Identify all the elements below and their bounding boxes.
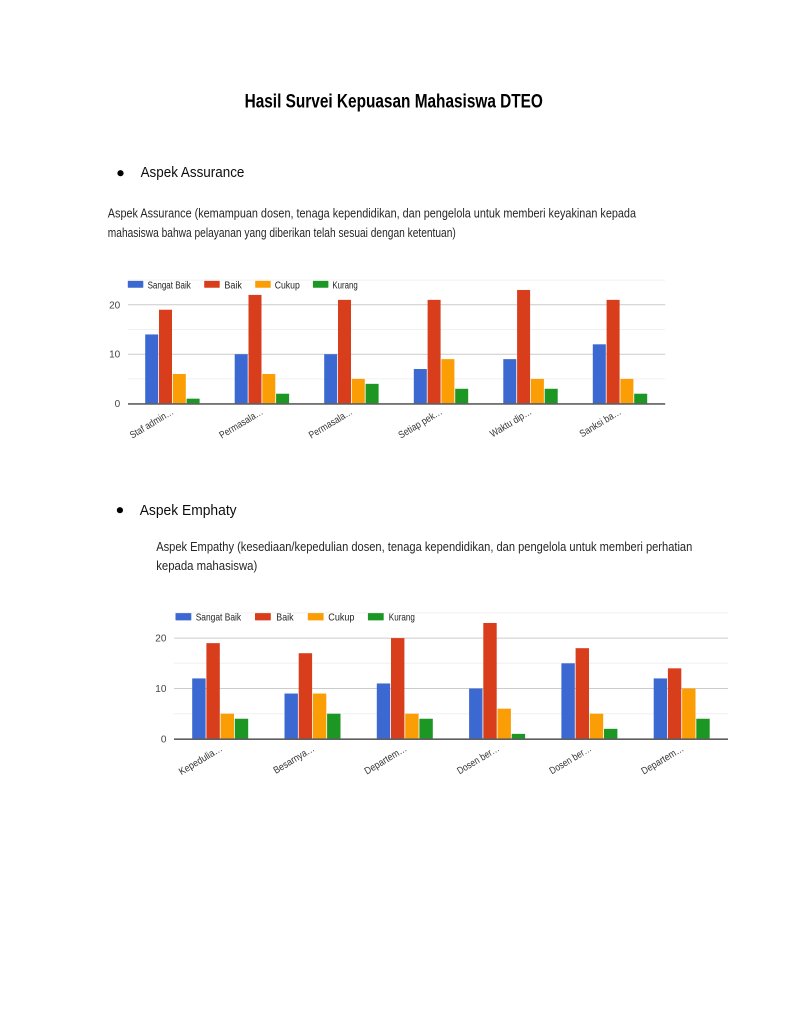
svg-text:mahasiswa bahwa pelayanan yang: mahasiswa bahwa pelayanan yang diberikan… [108,225,456,240]
svg-text:10: 10 [109,350,121,361]
svg-text:0: 0 [115,399,121,410]
svg-text:Kurang: Kurang [389,613,415,624]
svg-text:10: 10 [155,684,167,695]
svg-text:Aspek Emphaty: Aspek Emphaty [140,503,238,519]
svg-text:Aspek Empathy (kesediaan/keped: Aspek Empathy (kesediaan/kepedulian dose… [156,539,692,554]
svg-text:Aspek Assurance (kemampuan dos: Aspek Assurance (kemampuan dosen, tenaga… [108,206,637,221]
svg-text:Sangat Baik: Sangat Baik [196,613,242,624]
svg-text:Cukup: Cukup [275,280,300,291]
svg-text:kepada mahasiswa): kepada mahasiswa) [156,558,257,573]
svg-text:Aspek Assurance: Aspek Assurance [141,165,245,181]
svg-text:Sangat Baik: Sangat Baik [148,280,192,291]
svg-text:Baik: Baik [224,280,242,291]
svg-text:20: 20 [109,300,121,311]
svg-text:Baik: Baik [276,613,294,624]
svg-text:Cukup: Cukup [328,613,354,624]
svg-text:Kurang: Kurang [332,280,357,291]
svg-text:Hasil Survei Kepuasan Mahasisw: Hasil Survei Kepuasan Mahasiswa DTEO [245,92,543,113]
svg-text:0: 0 [161,734,167,745]
svg-text:20: 20 [155,634,167,645]
